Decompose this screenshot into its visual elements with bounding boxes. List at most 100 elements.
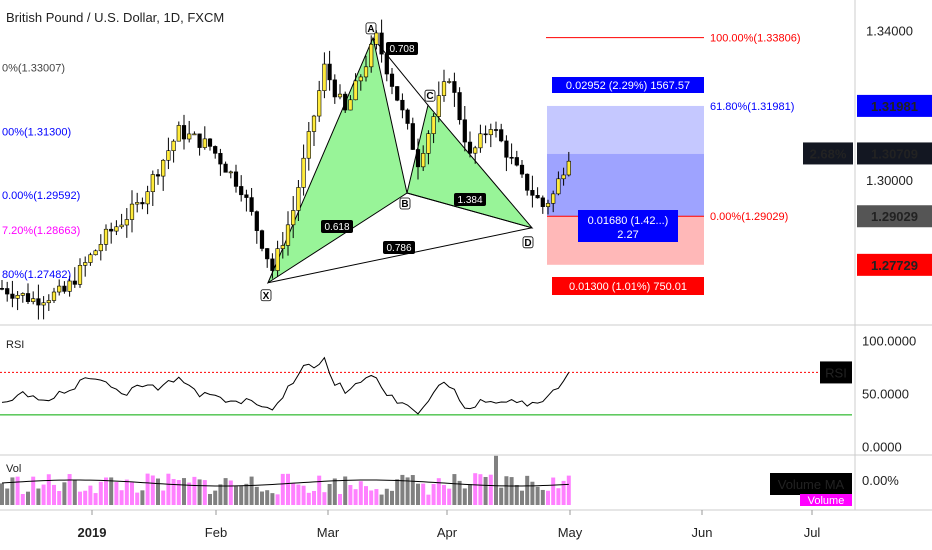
volume-bar <box>78 491 82 505</box>
price-badge-text: 1.30709 <box>871 146 918 161</box>
candle <box>384 51 389 82</box>
candle-body <box>57 285 62 293</box>
candle-body <box>72 280 77 285</box>
candle <box>275 240 280 277</box>
volume-bar <box>520 490 524 505</box>
candle-body <box>166 150 171 161</box>
pattern-ratio: 1.384 <box>454 193 486 206</box>
candle <box>337 84 343 100</box>
candle <box>488 123 493 148</box>
candle-body <box>36 298 41 306</box>
candle-body <box>0 288 5 290</box>
candle-body <box>103 228 109 245</box>
volume-bar <box>390 490 394 505</box>
volume-bar <box>322 492 327 505</box>
candle-body <box>197 133 202 148</box>
candle-body <box>140 202 145 205</box>
fib-label: 80%(1.27482) <box>2 269 71 281</box>
price-badge-text: 1.27729 <box>871 258 918 273</box>
candle <box>540 195 545 214</box>
volume-bar <box>426 494 431 505</box>
candle <box>140 197 145 210</box>
volume-bar <box>317 475 322 505</box>
candle <box>447 78 452 84</box>
candle-body <box>25 293 31 302</box>
candle-body <box>499 129 504 142</box>
candle-body <box>327 63 332 81</box>
volume-bar <box>462 488 467 505</box>
candle <box>270 253 275 279</box>
volume-bar <box>52 484 56 505</box>
price-badge: 1.30709 <box>857 142 932 165</box>
candle <box>514 150 519 167</box>
candle-body <box>301 157 306 188</box>
candle <box>473 145 478 164</box>
candle <box>36 284 41 320</box>
volume-bar <box>395 479 400 505</box>
candle <box>389 68 395 95</box>
volume-bar <box>140 490 145 505</box>
candle <box>301 144 306 196</box>
candle <box>41 296 46 320</box>
candle <box>239 175 244 202</box>
candle-body <box>20 293 25 296</box>
pattern-ratio-box <box>454 193 486 206</box>
volume-bar <box>187 482 192 505</box>
volume-tick-label: 0.00% <box>862 473 899 488</box>
candle <box>5 281 10 302</box>
position-zones[interactable]: 0.02952 (2.29%) 1567.57 0.01680 (1.42...)… <box>547 77 704 295</box>
volume-bar <box>561 480 566 505</box>
candle <box>57 279 62 296</box>
candle-body <box>296 187 301 211</box>
volume-bar <box>431 484 436 505</box>
price-badge: 1.29029 <box>857 205 932 228</box>
fib-label: 61.80%(1.31981) <box>710 101 794 113</box>
candle-body <box>275 248 280 271</box>
candle-body <box>228 171 233 174</box>
fib-label: 0.00%(1.29029) <box>710 211 788 223</box>
candle-body <box>374 32 379 45</box>
candle-body <box>493 129 499 131</box>
volume-ma-line <box>1 479 569 487</box>
pattern-point-label: D <box>524 238 531 249</box>
pattern-ratio-label: 0.618 <box>324 222 349 233</box>
volume-bar <box>0 483 4 505</box>
candle-body <box>441 81 447 96</box>
candle <box>483 125 488 144</box>
candle-body <box>530 190 535 196</box>
candle-body <box>119 224 124 228</box>
pattern-bd <box>406 192 533 229</box>
candle-body <box>192 133 197 136</box>
volume-sub-badge-box <box>800 494 852 506</box>
price-labels: 1.31981 1.30709 2.68% 1.29029 1.27729 <box>803 94 932 276</box>
candle <box>322 52 327 99</box>
candle <box>67 275 72 297</box>
candle <box>228 170 233 179</box>
candle-body <box>395 86 400 101</box>
rsi-tick-label: 0.0000 <box>862 440 902 455</box>
candle <box>83 256 88 277</box>
volume-bar <box>83 490 88 505</box>
candle-body <box>98 244 103 252</box>
rsi-tick-label: 100.0000 <box>862 334 916 349</box>
candle-body <box>405 109 410 124</box>
volume-bar <box>551 477 556 505</box>
candle <box>509 143 514 165</box>
candle <box>166 137 171 170</box>
rsi-tick-label: 50.0000 <box>862 387 909 402</box>
target-zone-upper <box>547 105 704 154</box>
candle <box>561 167 566 186</box>
candle <box>0 279 5 291</box>
pattern-ratio-box <box>383 241 415 254</box>
volume-bar <box>525 475 530 505</box>
candle <box>327 50 332 91</box>
price-badge-text: 1.29029 <box>871 209 918 224</box>
volume-bar <box>208 493 212 505</box>
candle <box>51 287 57 304</box>
price-badge-text: 1.31981 <box>871 99 918 114</box>
candle-body <box>233 171 239 187</box>
rsi-badge: RSI <box>820 361 852 384</box>
candle <box>207 138 213 151</box>
